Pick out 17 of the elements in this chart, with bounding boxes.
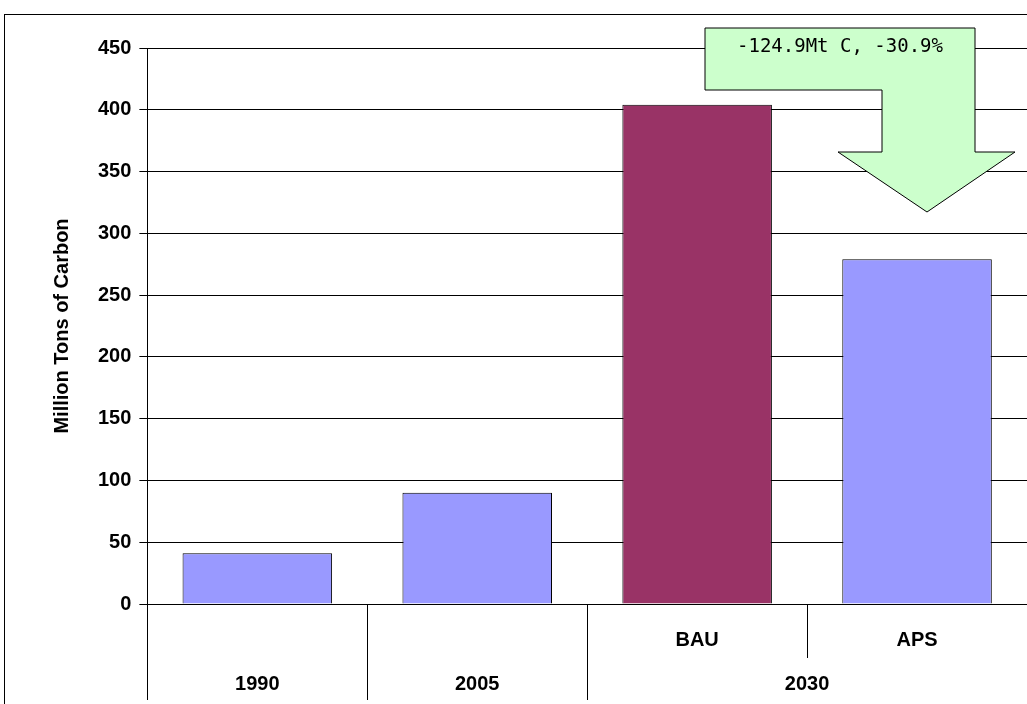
x-tick-label: APS bbox=[896, 627, 938, 650]
y-tick-label: 50 bbox=[109, 529, 132, 552]
x-tick-label: 2005 bbox=[454, 671, 500, 694]
y-axis-title: Million Tons of Carbon bbox=[49, 218, 72, 434]
y-tick-label: 400 bbox=[97, 97, 132, 120]
text: 2030 bbox=[784, 671, 830, 694]
y-tick-label: 200 bbox=[97, 344, 132, 367]
y-tick-label: 300 bbox=[97, 220, 132, 243]
y-tick-label: 150 bbox=[97, 406, 132, 429]
y-tick-label: 250 bbox=[97, 282, 132, 305]
x-tick-label: BAU bbox=[675, 627, 719, 650]
x-tick-label: 1990 bbox=[235, 671, 280, 694]
y-tick-label: 0 bbox=[120, 591, 132, 614]
y-tick-label: 350 bbox=[97, 159, 132, 182]
annotation: -124.9Mt C, -30.9% bbox=[736, 34, 944, 56]
y-tick-label: 100 bbox=[97, 467, 132, 490]
y-tick-label: 450 bbox=[97, 35, 132, 58]
